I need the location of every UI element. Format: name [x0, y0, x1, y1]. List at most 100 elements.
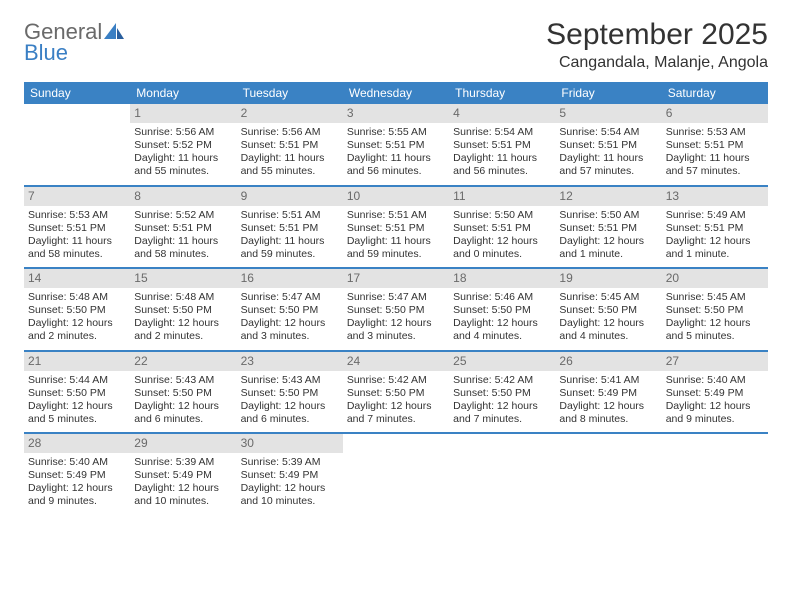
day-number: 27 — [662, 352, 768, 371]
calendar-grid: SundayMondayTuesdayWednesdayThursdayFrid… — [24, 82, 768, 515]
daylight-line: Daylight: 12 hours and 2 minutes. — [134, 317, 232, 343]
sunrise-line: Sunrise: 5:42 AM — [347, 374, 445, 387]
day-number: 15 — [130, 269, 236, 288]
sunrise-line: Sunrise: 5:53 AM — [666, 126, 764, 139]
sunset-line: Sunset: 5:50 PM — [28, 387, 126, 400]
sunset-line: Sunset: 5:51 PM — [453, 222, 551, 235]
sunset-line: Sunset: 5:51 PM — [28, 222, 126, 235]
daylight-line: Daylight: 12 hours and 6 minutes. — [241, 400, 339, 426]
sunset-line: Sunset: 5:51 PM — [241, 139, 339, 152]
day-number: 6 — [662, 104, 768, 123]
daylight-line: Daylight: 11 hours and 59 minutes. — [241, 235, 339, 261]
day-number: 19 — [555, 269, 661, 288]
week-row: 28Sunrise: 5:40 AMSunset: 5:49 PMDayligh… — [24, 434, 768, 515]
sunset-line: Sunset: 5:50 PM — [559, 304, 657, 317]
sunset-line: Sunset: 5:51 PM — [347, 222, 445, 235]
sunset-line: Sunset: 5:50 PM — [666, 304, 764, 317]
weekday-header: Tuesday — [237, 82, 343, 104]
daylight-line: Daylight: 12 hours and 10 minutes. — [241, 482, 339, 508]
day-number: 24 — [343, 352, 449, 371]
day-cell — [343, 434, 449, 515]
logo-text: General Blue — [24, 22, 124, 64]
day-cell: 14Sunrise: 5:48 AMSunset: 5:50 PMDayligh… — [24, 269, 130, 350]
sunrise-line: Sunrise: 5:43 AM — [134, 374, 232, 387]
empty-day — [555, 434, 661, 453]
day-number: 1 — [130, 104, 236, 123]
sunrise-line: Sunrise: 5:43 AM — [241, 374, 339, 387]
sunrise-line: Sunrise: 5:53 AM — [28, 209, 126, 222]
week-row: 1Sunrise: 5:56 AMSunset: 5:52 PMDaylight… — [24, 104, 768, 187]
sunset-line: Sunset: 5:49 PM — [134, 469, 232, 482]
weeks-container: 1Sunrise: 5:56 AMSunset: 5:52 PMDaylight… — [24, 104, 768, 515]
daylight-line: Daylight: 12 hours and 1 minute. — [666, 235, 764, 261]
daylight-line: Daylight: 11 hours and 56 minutes. — [453, 152, 551, 178]
empty-day — [343, 434, 449, 453]
sunrise-line: Sunrise: 5:46 AM — [453, 291, 551, 304]
empty-day — [449, 434, 555, 453]
weekday-header: Wednesday — [343, 82, 449, 104]
sunset-line: Sunset: 5:51 PM — [347, 139, 445, 152]
sunset-line: Sunset: 5:51 PM — [666, 222, 764, 235]
daylight-line: Daylight: 12 hours and 4 minutes. — [453, 317, 551, 343]
day-cell: 26 Sunrise: 5:41 AMSunset: 5:49 PMDayligh… — [555, 352, 661, 433]
day-cell: 5 Sunrise: 5:54 AMSunset: 5:51 PMDaylight… — [555, 104, 661, 185]
day-cell: 29Sunrise: 5:39 AMSunset: 5:49 PMDayligh… — [130, 434, 236, 515]
day-cell: 28Sunrise: 5:40 AMSunset: 5:49 PMDayligh… — [24, 434, 130, 515]
sunrise-line: Sunrise: 5:50 AM — [453, 209, 551, 222]
day-cell: 19 Sunrise: 5:45 AMSunset: 5:50 PMDayligh… — [555, 269, 661, 350]
daylight-line: Daylight: 12 hours and 4 minutes. — [559, 317, 657, 343]
day-cell: 25Sunrise: 5:42 AMSunset: 5:50 PMDayligh… — [449, 352, 555, 433]
day-number: 8 — [130, 187, 236, 206]
day-cell: 1Sunrise: 5:56 AMSunset: 5:52 PMDaylight… — [130, 104, 236, 185]
sunset-line: Sunset: 5:51 PM — [134, 222, 232, 235]
day-cell: 20Sunrise: 5:45 AMSunset: 5:50 PMDayligh… — [662, 269, 768, 350]
weekday-header: Saturday — [662, 82, 768, 104]
day-cell: 8Sunrise: 5:52 AMSunset: 5:51 PMDaylight… — [130, 187, 236, 268]
daylight-line: Daylight: 12 hours and 8 minutes. — [559, 400, 657, 426]
daylight-line: Daylight: 11 hours and 56 minutes. — [347, 152, 445, 178]
week-row: 14Sunrise: 5:48 AMSunset: 5:50 PMDayligh… — [24, 269, 768, 352]
sunrise-line: Sunrise: 5:41 AM — [559, 374, 657, 387]
sunset-line: Sunset: 5:51 PM — [241, 222, 339, 235]
sunset-line: Sunset: 5:50 PM — [241, 387, 339, 400]
sunset-line: Sunset: 5:51 PM — [453, 139, 551, 152]
day-cell: 15Sunrise: 5:48 AMSunset: 5:50 PMDayligh… — [130, 269, 236, 350]
logo-word-2: Blue — [24, 40, 68, 65]
sunrise-line: Sunrise: 5:39 AM — [241, 456, 339, 469]
day-number: 26 — [555, 352, 661, 371]
header: General Blue September 2025 Cangandala, … — [24, 18, 768, 72]
day-cell: 12Sunrise: 5:50 AMSunset: 5:51 PMDayligh… — [555, 187, 661, 268]
daylight-line: Daylight: 11 hours and 57 minutes. — [559, 152, 657, 178]
sunrise-line: Sunrise: 5:42 AM — [453, 374, 551, 387]
day-number: 25 — [449, 352, 555, 371]
day-cell: 22Sunrise: 5:43 AMSunset: 5:50 PMDayligh… — [130, 352, 236, 433]
day-cell — [662, 434, 768, 515]
day-number: 12 — [555, 187, 661, 206]
day-cell: 24Sunrise: 5:42 AMSunset: 5:50 PMDayligh… — [343, 352, 449, 433]
daylight-line: Daylight: 12 hours and 9 minutes. — [666, 400, 764, 426]
day-cell: 23Sunrise: 5:43 AMSunset: 5:50 PMDayligh… — [237, 352, 343, 433]
day-cell: 10Sunrise: 5:51 AMSunset: 5:51 PMDayligh… — [343, 187, 449, 268]
sunrise-line: Sunrise: 5:50 AM — [559, 209, 657, 222]
sunrise-line: Sunrise: 5:54 AM — [559, 126, 657, 139]
sunset-line: Sunset: 5:51 PM — [559, 139, 657, 152]
sunrise-line: Sunrise: 5:48 AM — [28, 291, 126, 304]
day-number: 20 — [662, 269, 768, 288]
day-number: 9 — [237, 187, 343, 206]
daylight-line: Daylight: 11 hours and 55 minutes. — [134, 152, 232, 178]
sunrise-line: Sunrise: 5:47 AM — [347, 291, 445, 304]
day-number: 5 — [555, 104, 661, 123]
week-row: 7Sunrise: 5:53 AMSunset: 5:51 PMDaylight… — [24, 187, 768, 270]
sunrise-line: Sunrise: 5:45 AM — [666, 291, 764, 304]
month-title: September 2025 — [546, 18, 768, 52]
sunrise-line: Sunrise: 5:54 AM — [453, 126, 551, 139]
sunrise-line: Sunrise: 5:45 AM — [559, 291, 657, 304]
logo: General Blue — [24, 18, 124, 64]
day-number: 21 — [24, 352, 130, 371]
sunset-line: Sunset: 5:49 PM — [241, 469, 339, 482]
day-number: 18 — [449, 269, 555, 288]
day-number: 28 — [24, 434, 130, 453]
sunset-line: Sunset: 5:49 PM — [559, 387, 657, 400]
daylight-line: Daylight: 12 hours and 6 minutes. — [134, 400, 232, 426]
day-cell: 18Sunrise: 5:46 AMSunset: 5:50 PMDayligh… — [449, 269, 555, 350]
